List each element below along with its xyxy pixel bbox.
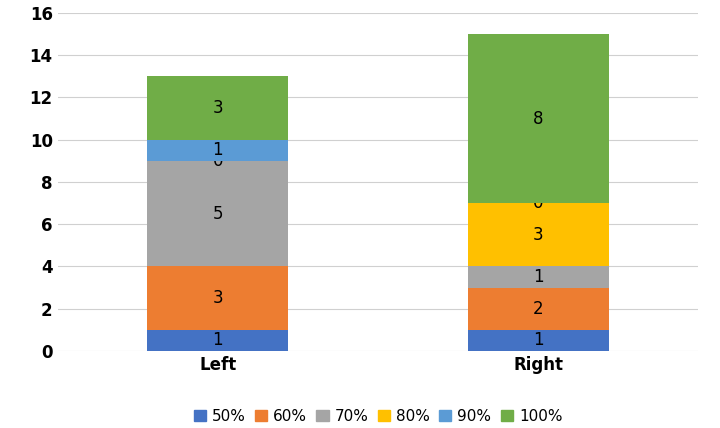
Text: 0: 0 xyxy=(212,152,223,170)
Bar xyxy=(468,203,608,266)
Text: 1: 1 xyxy=(212,141,223,159)
Text: 8: 8 xyxy=(533,110,544,128)
Text: 0: 0 xyxy=(533,194,544,212)
Bar xyxy=(148,161,288,266)
Bar xyxy=(468,288,608,330)
Text: 1: 1 xyxy=(212,331,223,349)
Bar xyxy=(148,140,288,161)
Bar xyxy=(468,266,608,288)
Bar xyxy=(148,76,288,140)
Legend: 50%, 60%, 70%, 80%, 90%, 100%: 50%, 60%, 70%, 80%, 90%, 100% xyxy=(187,403,569,428)
Bar xyxy=(148,266,288,330)
Text: 1: 1 xyxy=(533,268,544,286)
Text: 3: 3 xyxy=(212,289,223,307)
Bar xyxy=(468,34,608,203)
Bar xyxy=(148,330,288,351)
Text: 1: 1 xyxy=(533,331,544,349)
Text: 2: 2 xyxy=(533,300,544,318)
Bar xyxy=(468,330,608,351)
Text: 5: 5 xyxy=(212,205,223,223)
Text: 3: 3 xyxy=(212,99,223,117)
Text: 3: 3 xyxy=(533,226,544,244)
